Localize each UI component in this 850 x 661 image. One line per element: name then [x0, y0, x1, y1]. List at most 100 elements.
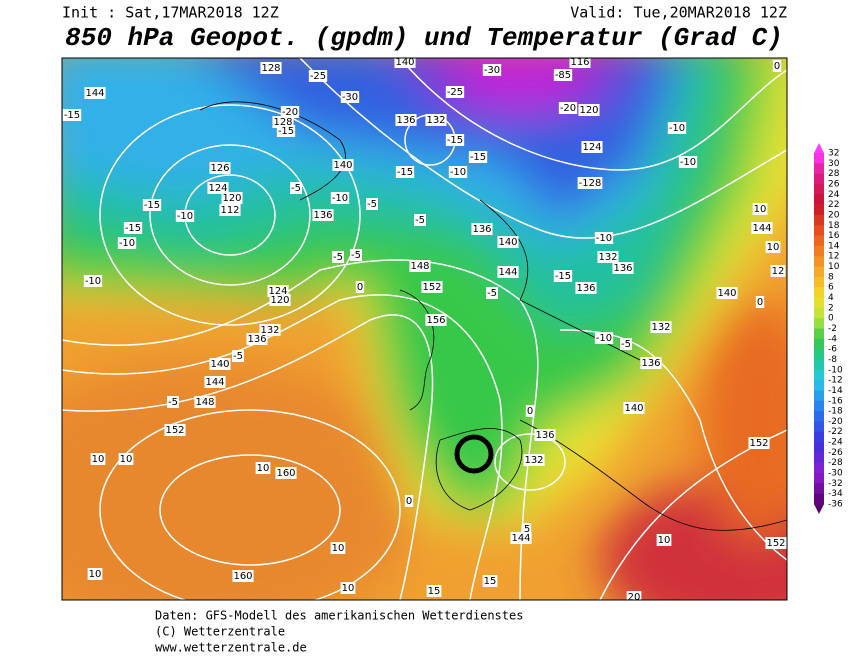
- label-box: [209, 358, 231, 370]
- label-box: [594, 332, 614, 344]
- contour-label: 136: [535, 430, 554, 441]
- legend-swatch: [814, 452, 824, 464]
- legend-swatch: [814, 483, 824, 495]
- legend-swatch: [814, 338, 824, 350]
- contour-label: -10: [669, 123, 685, 134]
- legend-label: 22: [828, 200, 839, 210]
- legend-label: -10: [828, 365, 843, 375]
- label-box: [90, 453, 106, 465]
- contour-label: -10: [332, 193, 348, 204]
- legend-swatch: [814, 349, 824, 360]
- contour-label: 132: [524, 455, 543, 466]
- legend-swatch: [814, 256, 824, 268]
- legend-label: 6: [828, 283, 834, 293]
- label-box: [426, 585, 442, 597]
- contour-label: 136: [613, 263, 632, 274]
- legend-swatch: [814, 297, 824, 309]
- footer-url: www.wetterzentrale.de: [155, 641, 307, 655]
- label-box: [87, 568, 103, 580]
- label-box: [448, 166, 468, 178]
- legend-label: -20: [828, 417, 843, 427]
- contour-label: 10: [92, 454, 105, 465]
- label-box: [84, 87, 106, 99]
- label-box: [395, 114, 417, 126]
- label-box: [623, 402, 645, 414]
- contour-label: 10: [332, 543, 345, 554]
- legend-swatch: [814, 380, 824, 391]
- legend-label: 0: [828, 314, 834, 324]
- label-box: [123, 222, 143, 234]
- legend-label: 24: [828, 190, 840, 200]
- contour-label: -10: [119, 238, 135, 249]
- contour-label: -128: [579, 178, 602, 189]
- label-box: [207, 182, 229, 194]
- legend-swatch: [814, 359, 824, 371]
- label-box: [118, 453, 134, 465]
- contour-label: 0: [357, 282, 363, 293]
- legend-label: 32: [828, 149, 839, 159]
- legend-swatch: [814, 163, 824, 175]
- contour-label: -5: [168, 397, 178, 408]
- contour-label: 160: [233, 571, 252, 582]
- contour-label: -5: [291, 183, 301, 194]
- contour-label: 10: [120, 454, 133, 465]
- legend-label: 30: [828, 159, 840, 169]
- contour-label: -5: [621, 339, 631, 350]
- legend-swatch: [814, 411, 824, 422]
- contour-label: 112: [220, 205, 239, 216]
- legend-label: 28: [828, 169, 840, 179]
- label-box: [597, 251, 619, 263]
- label-box: [522, 523, 532, 535]
- label-box: [117, 237, 137, 249]
- label-box: [497, 236, 519, 248]
- label-box: [471, 223, 493, 235]
- coastlines: [199, 101, 787, 531]
- label-box: [553, 270, 573, 282]
- contour-label: 10: [89, 569, 102, 580]
- contour-label: 10: [754, 204, 767, 215]
- label-box: [62, 109, 82, 121]
- label-box: [755, 296, 765, 308]
- contour-label: -25: [447, 87, 463, 98]
- label-box: [656, 534, 672, 546]
- color-legend: 32302826242220181614121086420-2-4-6-8-10…: [814, 143, 843, 514]
- contour-label: 132: [426, 115, 445, 126]
- contour-label: -15: [447, 135, 463, 146]
- contour-label: 124: [582, 142, 601, 153]
- label-box: [486, 287, 498, 299]
- label-box: [340, 582, 356, 594]
- label-box: [620, 338, 632, 350]
- contour-label: 128: [273, 117, 292, 128]
- label-box: [355, 281, 365, 293]
- label-box: [678, 156, 698, 168]
- legend-swatch: [814, 328, 824, 340]
- label-box: [275, 467, 297, 479]
- label-box: [204, 376, 226, 388]
- label-box: [425, 114, 447, 126]
- contour-label: 140: [717, 288, 736, 299]
- contour-label: -15: [278, 126, 294, 137]
- legend-swatch: [814, 369, 824, 381]
- legend-swatch: [814, 266, 824, 278]
- label-box: [640, 357, 662, 369]
- legend-label: -32: [828, 479, 843, 489]
- label-box: [650, 321, 672, 333]
- label-box: [260, 62, 282, 74]
- legend-swatch: [814, 153, 824, 164]
- legend-label: 20: [828, 210, 840, 220]
- label-box: [395, 166, 415, 178]
- contour-label: 15: [428, 586, 441, 597]
- contour-label: -5: [487, 288, 497, 299]
- contour-label: 144: [205, 377, 224, 388]
- contour-label: 128: [261, 63, 280, 74]
- contour-label: -15: [397, 167, 413, 178]
- contour-label: 144: [498, 267, 517, 278]
- legend-label: -34: [828, 489, 843, 499]
- label-box: [752, 203, 768, 215]
- label-box: [510, 532, 532, 544]
- legend-label: -24: [828, 438, 843, 448]
- contour-label: 132: [598, 252, 617, 263]
- contour-label: -30: [342, 92, 358, 103]
- label-box: [194, 396, 216, 408]
